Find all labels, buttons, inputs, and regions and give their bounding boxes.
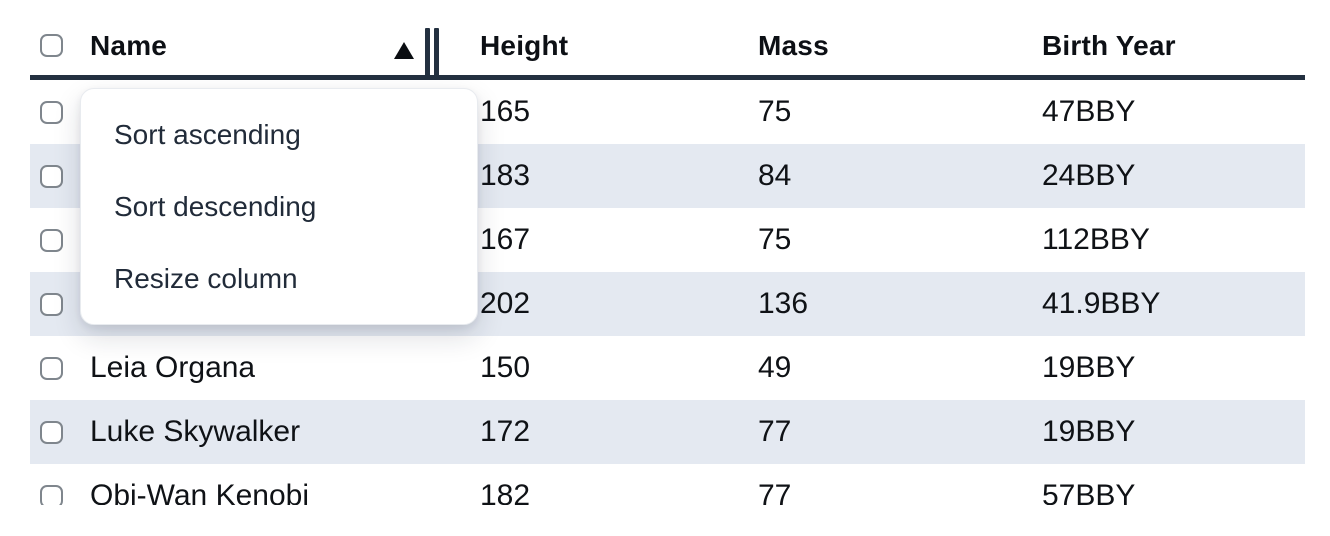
menu-item-sort-ascending[interactable]: Sort ascending [81,99,477,171]
cell-birth-year: 41.9BBY [1042,287,1305,321]
row-checkbox-cell [30,292,90,316]
cell-mass-text: 77 [758,479,792,505]
cell-height: 172 [480,415,758,449]
cell-birth-year-text: 47BBY [1042,95,1136,128]
cell-birth-year: 57BBY [1042,479,1305,505]
table-row[interactable]: Luke Skywalker 172 77 19BBY [30,400,1305,464]
row-checkbox[interactable] [40,292,63,316]
column-header-birth-year-label: Birth Year [1042,29,1176,61]
cell-height: 182 [480,479,758,505]
cell-mass-text: 49 [758,351,792,384]
cell-name: Luke Skywalker [90,415,480,449]
sort-ascending-icon [394,42,414,59]
cell-name-text: Obi-Wan Kenobi [90,479,309,505]
cell-height-text: 150 [480,351,531,384]
cell-birth-year-text: 57BBY [1042,479,1136,505]
row-checkbox-cell [30,420,90,444]
cell-name: Leia Organa [90,351,480,385]
cell-mass: 75 [758,95,1042,129]
cell-height: 202 [480,287,758,321]
cell-name-text: Luke Skywalker [90,415,301,448]
cell-height-text: 183 [480,159,531,192]
cell-mass: 136 [758,287,1042,321]
row-checkbox[interactable] [40,420,63,444]
column-header-height-label: Height [480,29,569,61]
cell-mass-text: 75 [758,95,792,128]
cell-birth-year: 112BBY [1042,223,1305,257]
cell-height: 183 [480,159,758,193]
cell-mass-text: 136 [758,287,809,320]
row-checkbox-cell [30,484,90,505]
cell-mass: 77 [758,415,1042,449]
cell-birth-year: 24BBY [1042,159,1305,193]
cell-height-text: 172 [480,415,531,448]
row-checkbox[interactable] [40,484,63,505]
cell-mass: 77 [758,479,1042,505]
menu-item-resize-column[interactable]: Resize column [81,243,477,315]
cell-birth-year-text: 24BBY [1042,159,1136,192]
cell-name: Obi-Wan Kenobi [90,479,480,505]
row-checkbox-cell [30,164,90,188]
column-header-mass[interactable]: Mass [758,30,1042,62]
select-all-checkbox[interactable] [40,34,63,57]
menu-item-sort-descending-label: Sort descending [114,191,317,222]
cell-birth-year-text: 112BBY [1042,223,1150,256]
column-header-name[interactable]: Name [90,30,480,62]
row-checkbox-cell [30,100,90,124]
cell-birth-year-text: 19BBY [1042,351,1136,384]
column-header-mass-label: Mass [758,29,829,61]
column-header-birth-year[interactable]: Birth Year [1042,30,1305,62]
row-checkbox-cell [30,228,90,252]
row-checkbox[interactable] [40,100,63,124]
cell-height: 150 [480,351,758,385]
cell-mass: 49 [758,351,1042,385]
table-row[interactable]: Leia Organa 150 49 19BBY [30,336,1305,400]
menu-item-resize-column-label: Resize column [114,263,298,294]
cell-mass-text: 77 [758,415,792,448]
table-header-row: Name Height Mass Birth Year [30,0,1305,80]
cell-height: 167 [480,223,758,257]
cell-height-text: 182 [480,479,531,505]
row-checkbox[interactable] [40,164,63,188]
column-header-height[interactable]: Height [480,30,758,62]
cell-height: 165 [480,95,758,129]
cell-mass: 84 [758,159,1042,193]
cell-birth-year: 19BBY [1042,415,1305,449]
cell-mass: 75 [758,223,1042,257]
cell-mass-text: 75 [758,223,792,256]
table-row[interactable]: Obi-Wan Kenobi 182 77 57BBY [30,464,1305,505]
cell-height-text: 202 [480,287,531,320]
column-resize-handle-icon[interactable] [425,28,439,76]
row-checkbox[interactable] [40,356,63,380]
header-checkbox-cell [30,34,90,57]
cell-mass-text: 84 [758,159,792,192]
menu-item-sort-ascending-label: Sort ascending [114,119,301,150]
menu-item-sort-descending[interactable]: Sort descending [81,171,477,243]
cell-birth-year-text: 19BBY [1042,415,1136,448]
context-menu: Sort ascending Sort descending Resize co… [80,88,478,325]
cell-name-text: Leia Organa [90,351,256,384]
cell-height-text: 167 [480,223,531,256]
column-header-name-label: Name [90,29,168,61]
cell-birth-year: 47BBY [1042,95,1305,129]
cell-birth-year-text: 41.9BBY [1042,287,1161,320]
cell-birth-year: 19BBY [1042,351,1305,385]
cell-height-text: 165 [480,95,531,128]
row-checkbox-cell [30,356,90,380]
row-checkbox[interactable] [40,228,63,252]
